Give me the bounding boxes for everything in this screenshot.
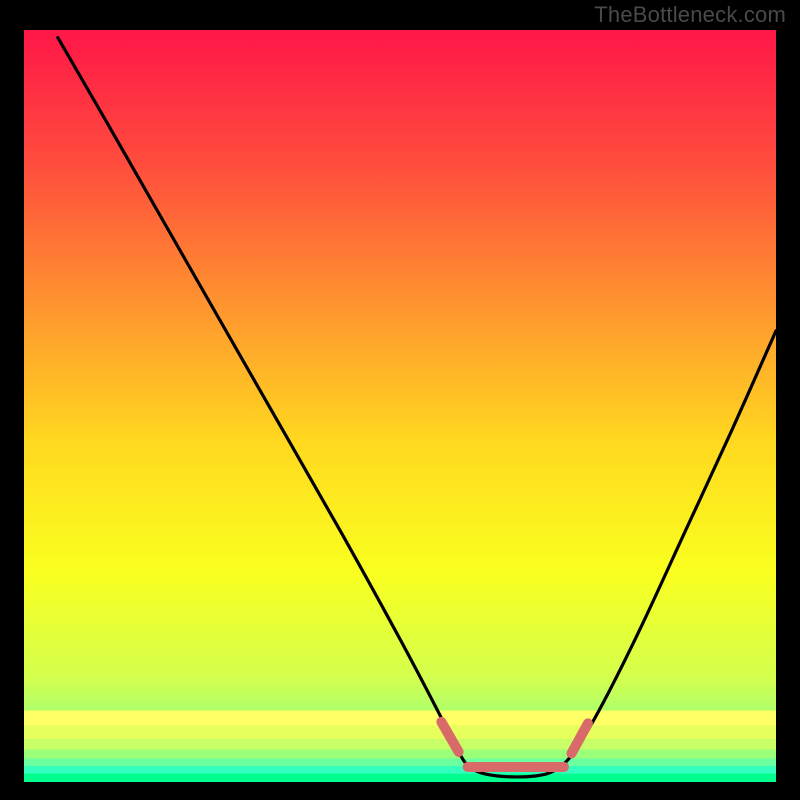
plot-gradient-background: [24, 30, 776, 782]
gradient-band-5: [24, 766, 776, 774]
gradient-band-3: [24, 750, 776, 759]
stage: TheBottleneck.com: [0, 0, 800, 800]
gradient-band-1: [24, 726, 776, 740]
gradient-band-6: [24, 774, 776, 782]
bottleneck-curve-chart: [0, 0, 800, 800]
gradient-band-0: [24, 711, 776, 726]
gradient-band-4: [24, 759, 776, 767]
gradient-band-2: [24, 739, 776, 750]
watermark-text: TheBottleneck.com: [594, 2, 786, 28]
